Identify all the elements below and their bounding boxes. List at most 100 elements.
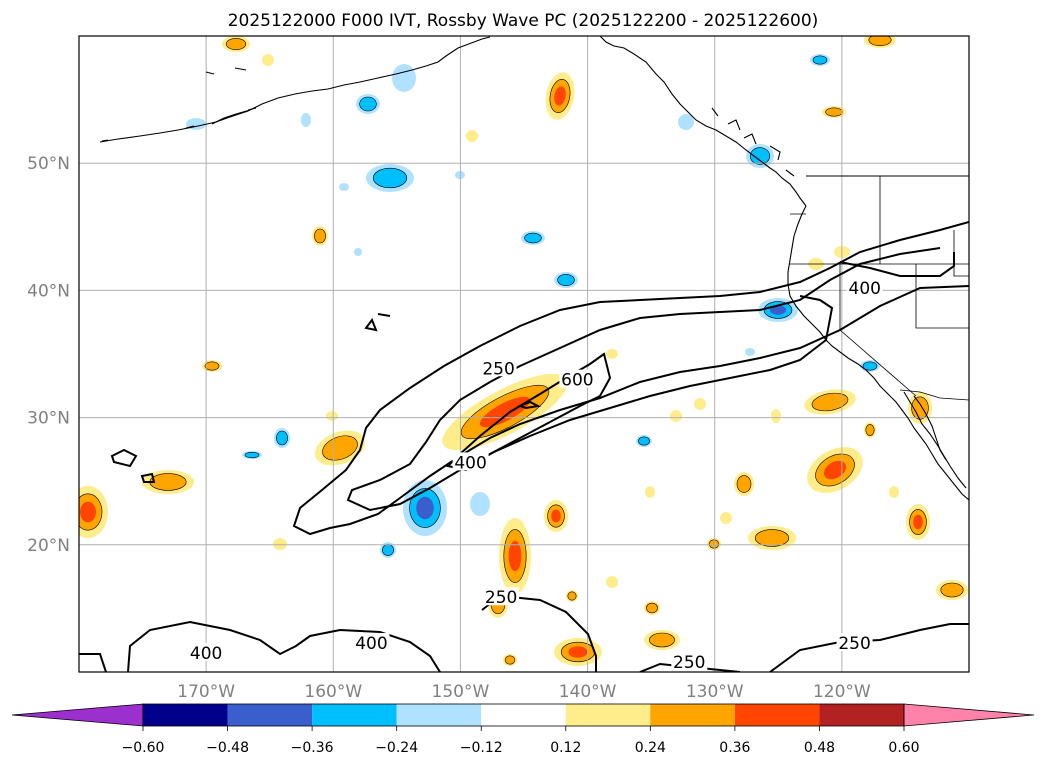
positive-anomaly-patch	[645, 486, 655, 498]
anomaly-level-3	[551, 509, 561, 523]
positive-anomaly-patch	[720, 512, 732, 524]
positive-anomaly-patch	[906, 504, 930, 540]
anomaly-level-2	[811, 392, 849, 412]
negative-anomaly-patch	[354, 248, 362, 256]
anomaly-level-1	[720, 512, 732, 524]
anomaly-level-1	[392, 64, 416, 92]
anomaly-level-3	[479, 396, 531, 428]
anomaly-level-2	[557, 274, 575, 286]
positive-anomaly-patch	[644, 601, 660, 615]
mexico-gulf-coast	[913, 395, 947, 461]
anomaly-level-1	[670, 410, 682, 422]
anomaly-level-1	[262, 54, 274, 66]
colorbar-bin	[819, 704, 904, 726]
colorbar-bin	[650, 704, 735, 726]
anomaly-level-1	[694, 398, 706, 410]
anomaly-level-2	[638, 436, 650, 446]
anomaly-level-1	[326, 411, 338, 421]
positive-anomaly-patch	[771, 409, 781, 423]
anomaly-level-3	[913, 514, 923, 530]
positive-anomaly-patch	[312, 226, 328, 246]
negative-anomaly-patch	[746, 144, 774, 168]
anomaly-level-2	[372, 167, 408, 189]
us-west-coastline	[787, 205, 969, 501]
anomaly-level-2	[812, 55, 828, 65]
negative-anomaly-patch	[745, 348, 755, 356]
anomaly-level-1	[889, 486, 899, 498]
negative-anomaly-patch	[810, 54, 830, 66]
lon-tick-label: 150°W	[432, 682, 490, 702]
positive-anomaly-patch	[202, 360, 222, 372]
anomaly-level-3	[823, 460, 847, 480]
colorbar-extend-max	[903, 703, 1035, 727]
positive-anomaly-patch	[273, 538, 287, 550]
colorbar-bin	[227, 704, 313, 726]
anomaly-level-3	[770, 305, 786, 315]
ivt-contour-250-south-west	[79, 653, 107, 672]
colorbar-tick-label: −0.48	[206, 740, 249, 756]
anomaly-level-2	[646, 602, 658, 614]
baja-peninsula	[903, 391, 967, 489]
anomaly-level-1	[301, 113, 311, 127]
positive-anomaly-patch	[864, 422, 876, 438]
colorbar-tick-label: 0.48	[804, 740, 835, 756]
lat-tick-label: 20°N	[27, 536, 70, 556]
negative-anomaly-patch	[356, 94, 380, 114]
anomaly-level-3	[80, 501, 96, 523]
colorbar-tick-label: −0.36	[291, 740, 334, 756]
colorbar-tick-label: 0.60	[888, 740, 919, 756]
contour-label: 250	[485, 588, 517, 608]
negative-anomaly-patch	[521, 231, 545, 245]
anomaly-level-2	[359, 96, 377, 112]
contour-labels: 250 600 400 400 250 400 400 250 250	[188, 278, 883, 673]
anomaly-level-2	[868, 36, 892, 46]
positive-anomaly-patch	[807, 447, 863, 493]
anomaly-level-2	[204, 361, 220, 371]
positive-anomaly-patch	[442, 373, 568, 451]
positive-anomaly-patch	[314, 430, 366, 466]
anomaly-level-2	[314, 228, 326, 244]
anomaly-level-1	[771, 409, 781, 423]
contour-label-bg	[188, 643, 225, 662]
contour-label-bg	[483, 587, 520, 606]
ivt-contour-250-south	[127, 620, 441, 672]
negative-anomaly-patch	[380, 542, 396, 558]
anomaly-level-3	[508, 540, 522, 572]
anomaly-level-1	[339, 183, 349, 191]
contour-label-bg	[480, 358, 517, 377]
colorbar-tick-label: −0.12	[460, 740, 503, 756]
anomaly-level-2	[649, 632, 675, 648]
lon-tick-label: 120°W	[813, 682, 871, 702]
lon-tick-label: 160°W	[304, 682, 362, 702]
colorbar: −0.60 −0.48 −0.36 −0.24 −0.12 0.12 0.24 0.36 0.4…	[11, 703, 1035, 756]
anomaly-level-2	[524, 232, 542, 244]
positive-anomaly-patch	[545, 72, 575, 120]
colorbar-bin	[396, 704, 482, 726]
colorbar-tick-label: −0.60	[122, 740, 165, 756]
positive-anomaly-patch	[566, 590, 578, 602]
anomaly-level-2	[862, 361, 878, 371]
colorbar-bin	[481, 704, 566, 726]
contour-label-bg	[452, 452, 489, 471]
ivt-contour-400-plume	[346, 247, 941, 512]
anomaly-level-1	[354, 248, 362, 256]
anomaly-level-2	[225, 38, 247, 50]
contour-label: 250	[673, 653, 705, 673]
anomaly-level-1	[606, 349, 618, 359]
positive-anomaly-patch	[606, 576, 618, 588]
anomaly-level-3	[416, 496, 434, 520]
anomaly-level-2	[825, 107, 843, 117]
ivt-contour-250-plume	[292, 221, 969, 536]
colorbar-tick-label: 0.36	[719, 740, 750, 756]
graticule	[79, 36, 969, 672]
anomaly-level-1	[745, 348, 755, 356]
colorbar-bin	[143, 704, 228, 726]
colorbar-bin	[312, 704, 397, 726]
contour-label-bg	[671, 652, 708, 671]
positive-anomaly-patch	[503, 654, 517, 666]
contour-label-bg	[559, 369, 596, 388]
contour-label: 600	[561, 371, 593, 391]
aleutian-islands	[101, 107, 257, 142]
contour-label: 400	[355, 634, 387, 654]
